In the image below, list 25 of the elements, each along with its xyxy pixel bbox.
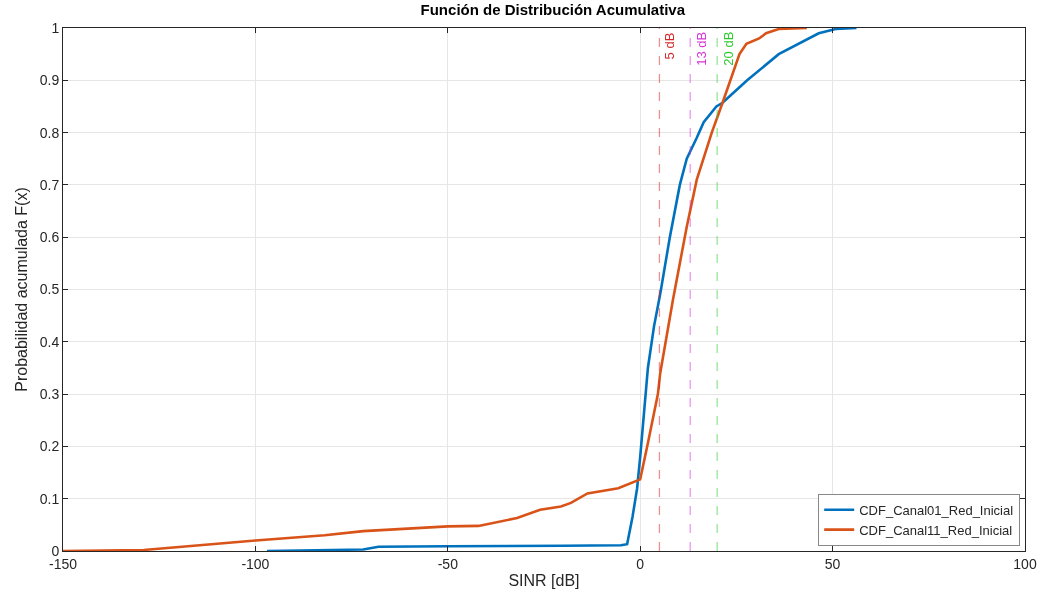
x-tick-label: -50 [437, 555, 459, 572]
line-series [63, 28, 809, 551]
y-tick-label: 0.5 [39, 281, 60, 298]
y-axis-title: Probabilidad acumulada F(x) [12, 187, 30, 392]
ref-line-label: 13 dB [693, 31, 709, 66]
y-tick-label: 0.4 [39, 333, 60, 350]
y-tick-label: 0.7 [39, 176, 60, 193]
x-tick-label: -100 [241, 555, 270, 572]
line-series [265, 28, 858, 551]
y-tick-label: 0.3 [39, 386, 60, 402]
ref-line-label: 5 dB [662, 32, 678, 60]
x-axis-title: SINR [dB] [508, 572, 580, 590]
legend-label: CDF_Canal01_Red_Inicial [859, 502, 1014, 518]
chart-title: Función de Distribución Acumulativa [420, 1, 686, 19]
x-tick-label: 50 [824, 555, 841, 572]
y-tick-label: 0.9 [39, 72, 60, 89]
y-tick-label: 0.8 [39, 124, 60, 141]
y-tick-label: 0.1 [39, 490, 60, 507]
x-tick-label: 100 [1013, 555, 1037, 572]
ref-line-label: 20 dB [720, 31, 736, 66]
y-tick-label: 0.2 [39, 438, 60, 455]
x-tick-label: 0 [636, 555, 645, 572]
y-tick-label: 0.6 [39, 229, 60, 246]
y-tick-label: 1 [51, 19, 60, 36]
legend-label: CDF_Canal11_Red_Inicial [859, 522, 1013, 538]
